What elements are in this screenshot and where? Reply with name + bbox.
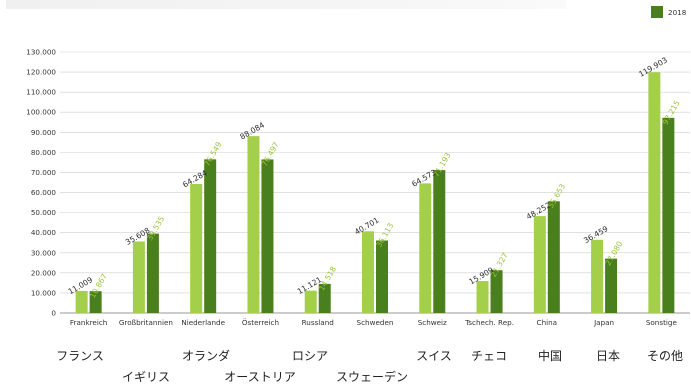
- y-tick-label-2: 20.000: [31, 268, 57, 277]
- category-label-6: Schweiz: [418, 318, 447, 327]
- japanese-label-2: オランダ: [181, 349, 230, 363]
- category-label-0: Frankreich: [70, 318, 107, 327]
- legend-swatch-2018: [651, 6, 663, 18]
- y-tick-label-1: 10.000: [31, 288, 57, 297]
- bar-dark-9: [605, 258, 618, 313]
- japanese-label-3: オーストリア: [224, 370, 296, 384]
- y-tick-label-5: 50.000: [31, 208, 57, 217]
- category-label-1: Großbritannien: [119, 318, 173, 327]
- y-tick-label-8: 80.000: [31, 148, 57, 157]
- bar-light-3: [247, 136, 260, 313]
- category-label-2: Niederlande: [181, 318, 225, 327]
- japanese-label-5: スウェーデン: [335, 370, 408, 384]
- y-tick-label-4: 40.000: [31, 228, 57, 237]
- bar-light-6: [419, 183, 432, 313]
- category-label-8: China: [537, 318, 558, 327]
- japanese-label-6: スイス: [416, 349, 452, 363]
- category-label-9: Japan: [593, 318, 614, 327]
- japanese-label-8: 中国: [537, 349, 562, 363]
- gridlines: [60, 51, 690, 314]
- japanese-label-0: フランス: [56, 349, 104, 363]
- category-label-7: Tschech. Rep.: [464, 318, 514, 327]
- legend: 2018: [651, 6, 687, 18]
- bar-light-4: [304, 290, 317, 313]
- japanese-label-10: その他: [646, 349, 683, 363]
- legend-label-2018: 2018: [668, 8, 687, 17]
- category-label-3: Österreich: [242, 318, 279, 327]
- bar-dark-7: [490, 270, 503, 313]
- japanese-label-4: ロシア: [291, 349, 328, 363]
- japanese-label-7: チェコ: [470, 349, 507, 363]
- y-tick-label-9: 90.000: [31, 128, 57, 137]
- y-tick-label-3: 30.000: [31, 248, 57, 257]
- bar-light-1: [132, 241, 145, 313]
- y-tick-label-12: 120.000: [26, 68, 56, 77]
- bar-light-9: [591, 239, 604, 313]
- bar-light-7: [476, 281, 489, 313]
- japanese-label-1: イギリス: [121, 370, 170, 384]
- bar-dark-4: [318, 283, 331, 313]
- category-label-5: Schweden: [357, 318, 394, 327]
- y-axis-tick-labels: 0 10.000 20.000 30.000 40.000 50.000 60.000 70.…: [26, 48, 56, 318]
- bar-dark-1: [146, 233, 159, 313]
- category-labels: Frankreich Großbritannien Niederlande Öster…: [70, 318, 678, 327]
- bar-light-10: [648, 72, 661, 313]
- y-tick-label-10: 100.000: [26, 108, 56, 117]
- category-label-10: Sonstige: [646, 318, 678, 327]
- category-label-4: Russland: [302, 318, 334, 327]
- y-tick-label-7: 70.000: [31, 168, 57, 177]
- y-tick-label-11: 110.000: [26, 88, 56, 97]
- bar-light-8: [533, 216, 546, 313]
- bar-dark-3: [261, 159, 274, 313]
- bar-light-0: [75, 290, 88, 313]
- japanese-label-9: 日本: [595, 349, 620, 363]
- bar-dark-10: [662, 117, 675, 313]
- bar-dark-2: [204, 159, 217, 313]
- bar-light-5: [362, 231, 374, 313]
- faded-title-banner: [6, 0, 566, 9]
- bar-dark-8: [547, 201, 560, 313]
- y-tick-label-13: 130.000: [26, 48, 56, 57]
- bar-dark-6: [433, 170, 446, 313]
- y-tick-label-0: 0: [51, 309, 56, 318]
- bars: [75, 72, 675, 313]
- y-tick-label-6: 60.000: [31, 188, 57, 197]
- bar-light-2: [190, 183, 203, 313]
- bar-dark-5: [376, 240, 388, 313]
- bar-dark-0: [89, 291, 102, 313]
